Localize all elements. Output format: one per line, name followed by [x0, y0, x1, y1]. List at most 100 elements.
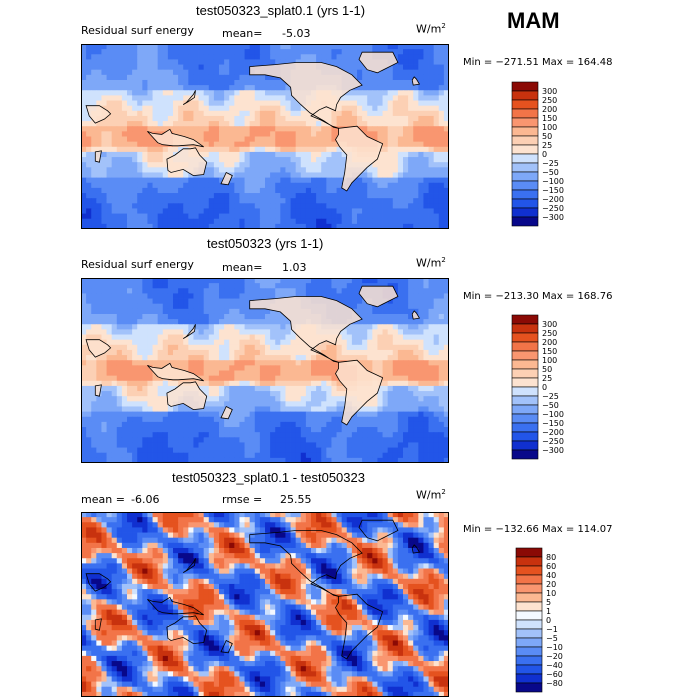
field-cell: [152, 432, 159, 438]
field-cell: [127, 141, 133, 148]
field-cell: [285, 208, 291, 214]
field-cell: [91, 79, 97, 86]
field-cell: [121, 365, 128, 371]
field-cell: [249, 391, 256, 397]
field-cell: [305, 126, 312, 132]
field-cell: [198, 74, 205, 81]
field-cell: [275, 136, 281, 143]
field-cell: [295, 167, 302, 173]
field-cell: [259, 172, 266, 179]
field-cell: [259, 380, 266, 387]
field-cell: [433, 339, 440, 346]
field-cell: [96, 370, 102, 377]
field-cell: [188, 334, 194, 341]
field-cell: [249, 334, 256, 341]
field-cell: [397, 365, 404, 371]
field-cell: [367, 319, 373, 325]
field-cell: [198, 349, 205, 356]
field-cell: [357, 85, 363, 91]
field-cell: [121, 427, 128, 433]
field-cell: [280, 437, 286, 443]
field-cell: [106, 213, 113, 220]
field-cell: [239, 213, 245, 220]
field-cell: [382, 167, 389, 173]
field-cell: [367, 278, 373, 284]
field-cell: [254, 411, 261, 418]
field-cell: [418, 172, 424, 179]
field-cell: [316, 157, 322, 163]
field-cell: [357, 69, 363, 76]
field-cell: [96, 355, 102, 361]
field-cell: [367, 339, 373, 346]
field-cell: [403, 193, 409, 199]
field-cell: [423, 151, 429, 158]
field-cell: [188, 365, 194, 371]
field-cell: [81, 85, 87, 91]
field-cell: [372, 319, 378, 325]
field-cell: [116, 380, 123, 387]
field-cell: [357, 283, 363, 289]
field-cell: [285, 319, 291, 325]
field-cell: [382, 177, 389, 184]
field-cell: [157, 308, 164, 315]
field-cell: [270, 349, 276, 356]
field-cell: [96, 401, 102, 407]
field-cell: [137, 416, 143, 423]
field-cell: [397, 308, 404, 315]
field-cell: [147, 141, 153, 148]
field-cell: [254, 126, 261, 132]
field-cell: [428, 198, 435, 204]
field-cell: [397, 324, 404, 330]
field-cell: [331, 141, 337, 148]
field-cell: [428, 349, 435, 356]
field-cell: [127, 421, 133, 428]
field-cell: [275, 162, 281, 168]
field-cell: [408, 74, 414, 81]
field-cell: [433, 131, 440, 137]
field-cell: [213, 157, 220, 163]
field-cell: [295, 157, 302, 163]
field-cell: [127, 370, 133, 377]
field-cell: [372, 110, 378, 117]
field-cell: [392, 319, 399, 325]
field-cell: [224, 59, 230, 65]
field-cell: [239, 74, 245, 81]
field-cell: [234, 64, 240, 71]
field-cell: [91, 146, 97, 153]
field-cell: [357, 339, 363, 346]
field-cell: [111, 288, 118, 294]
field-cell: [305, 146, 312, 153]
field-cell: [96, 293, 102, 299]
field-cell: [275, 187, 281, 194]
field-cell: [305, 344, 312, 351]
field-cell: [81, 339, 87, 346]
field-cell: [162, 406, 169, 413]
field-cell: [239, 54, 245, 60]
field-cell: [428, 54, 435, 60]
field-cell: [280, 213, 286, 220]
field-cell: [372, 172, 378, 179]
field-cell: [152, 308, 159, 315]
field-cell: [101, 278, 107, 284]
field-cell: [127, 90, 133, 96]
field-cell: [265, 396, 271, 402]
field-cell: [265, 187, 271, 194]
field-cell: [203, 203, 210, 209]
field-cell: [346, 288, 353, 294]
field-cell: [178, 44, 184, 50]
field-cell: [285, 380, 291, 387]
field-cell: [443, 64, 449, 71]
field-cell: [244, 85, 251, 91]
field-cell: [280, 319, 286, 325]
field-cell: [203, 391, 210, 397]
field-cell: [372, 308, 378, 315]
field-cell: [418, 90, 424, 96]
field-cell: [86, 223, 92, 229]
field-cell: [351, 437, 358, 443]
field-cell: [91, 432, 97, 438]
field-cell: [377, 90, 383, 96]
field-cell: [331, 432, 337, 438]
field-cell: [152, 54, 159, 60]
field-cell: [173, 54, 179, 60]
field-cell: [147, 411, 153, 418]
